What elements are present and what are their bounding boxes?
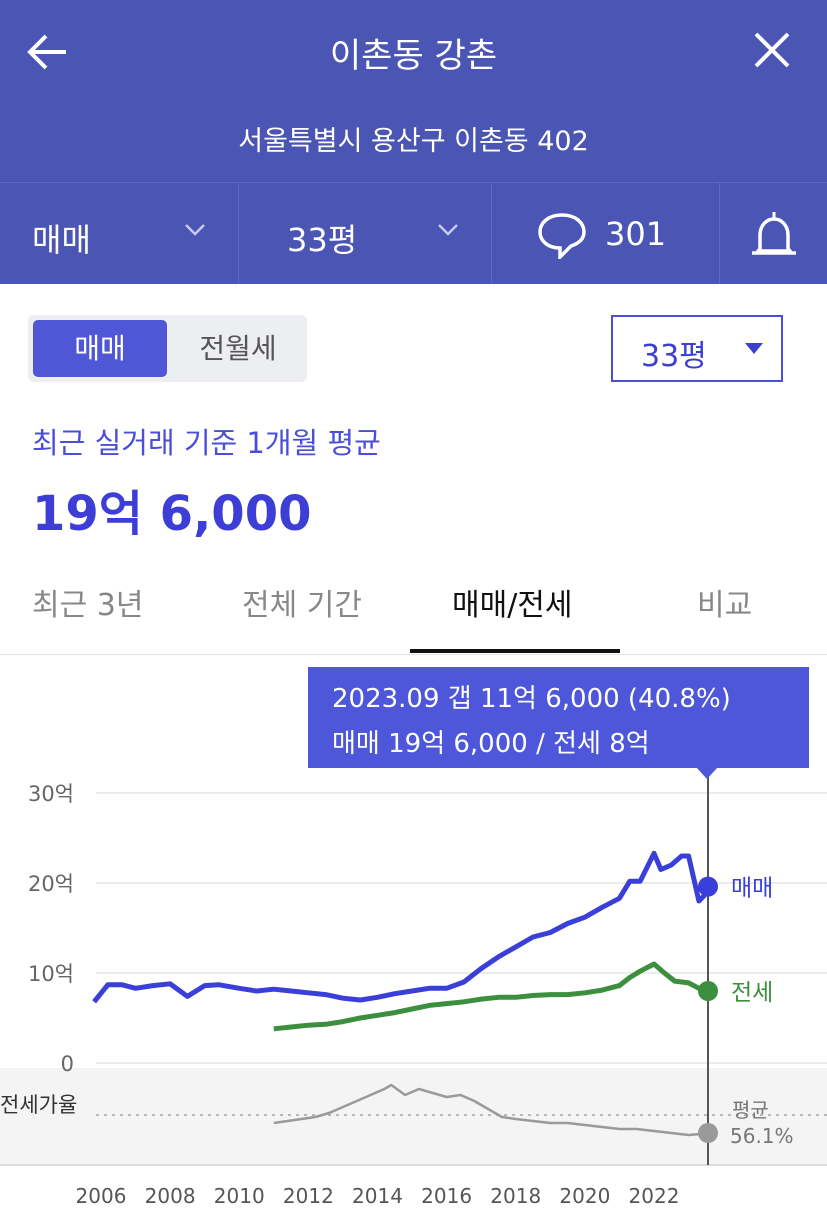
- area-select-value: 33평: [641, 339, 707, 374]
- tab-sale-jeonse[interactable]: 매매/전세: [452, 588, 573, 623]
- ratio-point: [698, 1123, 718, 1143]
- bell-icon: [752, 212, 796, 255]
- app-header: 이촌동 강촌 서울특별시 용산구 이촌동 402: [0, 0, 827, 182]
- y-tick-label: 20억: [28, 872, 74, 896]
- area-select[interactable]: 33평: [611, 315, 783, 382]
- address: 서울특별시 용산구 이촌동 402: [238, 126, 589, 157]
- back-arrow-icon[interactable]: [22, 26, 74, 78]
- x-tick-label: 2006: [76, 1184, 127, 1208]
- ratio-average-label: 평균: [732, 1098, 769, 1122]
- active-tab-indicator: [410, 649, 620, 653]
- close-icon[interactable]: [748, 26, 796, 74]
- average-value: 19억 6,000: [32, 486, 312, 542]
- y-tick-label: 0: [61, 1052, 74, 1076]
- tooltip-line2: 매매 19억 6,000 / 전세 8억: [332, 729, 650, 759]
- chevron-down-icon: [438, 224, 458, 236]
- ratio-panel-bg: [0, 1068, 827, 1165]
- ratio-label: 전세가율: [0, 1093, 77, 1117]
- deal-toggle: 매매 전월세: [28, 315, 307, 382]
- jeonse-price-line: [273, 961, 714, 1032]
- x-tick-label: 2020: [559, 1184, 610, 1208]
- ratio-line: [273, 1083, 713, 1137]
- x-tick-label: 2010: [214, 1184, 265, 1208]
- average-label: 최근 실거래 기준 1개월 평균: [32, 426, 381, 460]
- deal-type-label: 매매: [32, 221, 91, 259]
- period-tabs: 최근 3년 전체 기간 매매/전세 비교: [0, 560, 827, 655]
- comment-count: 301: [605, 215, 667, 253]
- tab-compare[interactable]: 비교: [697, 588, 753, 623]
- sale-price-line: [92, 850, 715, 1004]
- sale-point: [698, 876, 718, 897]
- toggle-rent[interactable]: 전월세: [199, 332, 277, 365]
- ratio-average-value: 56.1%: [730, 1124, 794, 1148]
- y-tick-label: 30억: [28, 782, 74, 806]
- jeonse-series-label: 전세: [731, 980, 773, 1006]
- caret-down-icon: [745, 343, 763, 354]
- x-tick-label: 2014: [352, 1184, 403, 1208]
- chart-tooltip: 2023.09 갭 11억 6,000 (40.8%) 매매 19억 6,000…: [308, 667, 809, 768]
- x-tick-label: 2018: [490, 1184, 541, 1208]
- x-tick-label: 2008: [145, 1184, 196, 1208]
- x-tick-label: 2022: [629, 1184, 680, 1208]
- price-chart[interactable]: 30억 20억 10억 0 2006 2008 2010 2012 2014 2016 2018 20…: [0, 655, 827, 1225]
- speech-bubble-icon: [538, 213, 586, 259]
- tab-all-period[interactable]: 전체 기간: [242, 588, 362, 623]
- deal-type-dropdown[interactable]: 매매: [0, 183, 239, 284]
- alert-button[interactable]: [720, 183, 827, 284]
- size-dropdown[interactable]: 33평: [239, 183, 492, 284]
- sale-series-label: 매매: [731, 876, 773, 902]
- jeonse-point: [698, 981, 718, 1001]
- x-tick-label: 2012: [283, 1184, 334, 1208]
- chevron-down-icon: [185, 224, 205, 236]
- toggle-sale[interactable]: 매매: [33, 320, 167, 377]
- tooltip-line1: 2023.09 갭 11억 6,000 (40.8%): [332, 684, 731, 714]
- filter-bar: 매매 33평 301: [0, 182, 827, 284]
- tooltip-arrow: [696, 767, 718, 779]
- page-title: 이촌동 강촌: [329, 36, 498, 76]
- x-tick-label: 2016: [421, 1184, 472, 1208]
- tab-recent-3y[interactable]: 최근 3년: [32, 588, 144, 623]
- comments-button[interactable]: 301: [492, 183, 720, 284]
- size-label: 33평: [287, 221, 358, 259]
- y-tick-label: 10억: [28, 962, 74, 986]
